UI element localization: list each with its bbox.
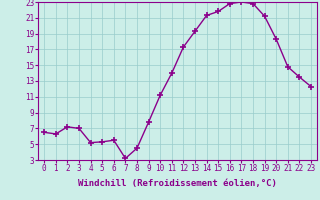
X-axis label: Windchill (Refroidissement éolien,°C): Windchill (Refroidissement éolien,°C) — [78, 179, 277, 188]
